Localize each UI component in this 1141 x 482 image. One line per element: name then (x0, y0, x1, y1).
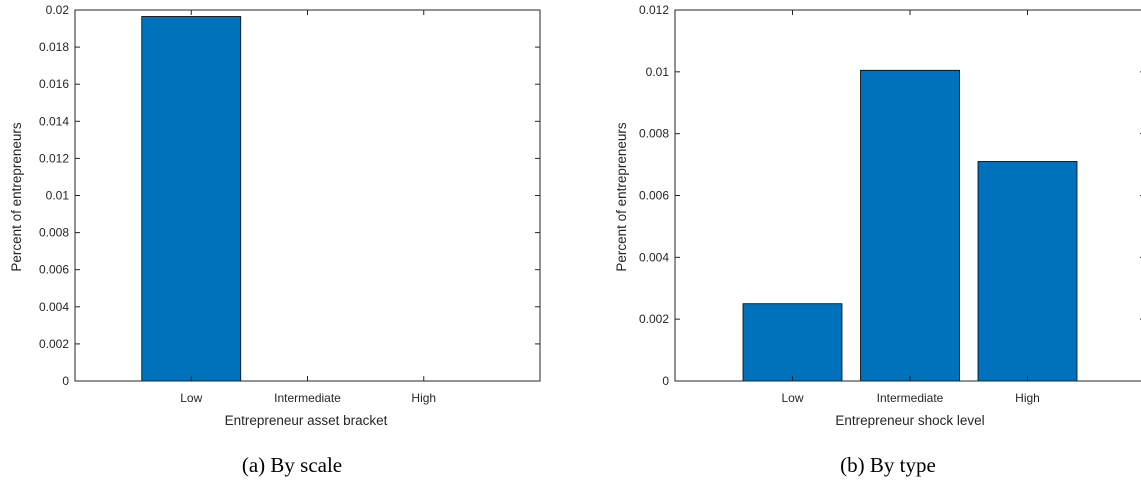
x-tick-label: Intermediate (274, 391, 341, 405)
bar-intermediate (860, 69, 960, 382)
y-tick-label: 0.006 (39, 263, 69, 277)
x-axis-label: Entrepreneur shock level (835, 413, 984, 428)
y-axis-label: Percent of entrepreneurs (9, 122, 24, 272)
y-tick-label: 0.02 (46, 3, 70, 17)
bar-low (742, 303, 843, 382)
y-tick-label: 0.002 (39, 337, 69, 351)
chart-panel-a: Percent of entrepreneurs Entrepreneur as… (9, 3, 541, 477)
y-tick-label: 0.016 (39, 77, 69, 91)
x-tick-label: High (1015, 391, 1040, 405)
y-axis-label: Percent of entrepreneurs (614, 122, 629, 272)
y-tick-label: 0 (62, 374, 69, 388)
chart-panel-b: Percent of entrepreneurs Entrepreneur sh… (614, 3, 1141, 477)
y-tick-label: 0.004 (639, 250, 669, 264)
y-tick-label: 0 (662, 374, 669, 388)
x-tick-label: Low (781, 391, 803, 405)
y-tick-label: 0.012 (39, 151, 69, 165)
x-tick-label: High (411, 391, 436, 405)
y-tick-label: 0.01 (646, 65, 670, 79)
y-tick-label: 0.008 (639, 127, 669, 141)
y-tick-label: 0.018 (39, 40, 69, 54)
y-tick-label: 0.014 (39, 114, 69, 128)
y-tick-label: 0.004 (39, 300, 69, 314)
bar-low (141, 16, 242, 382)
x-axis-label: Entrepreneur asset bracket (225, 413, 388, 428)
chart-caption: (b) By type (840, 453, 936, 477)
x-tick-label: Low (180, 391, 202, 405)
y-tick-label: 0.012 (639, 3, 669, 17)
chart-caption: (a) By scale (242, 453, 342, 477)
bar-high (977, 161, 1078, 382)
y-tick-label: 0.006 (639, 189, 669, 203)
y-tick-label: 0.01 (46, 189, 70, 203)
y-tick-label: 0.008 (39, 226, 69, 240)
y-tick-label: 0.002 (639, 312, 669, 326)
x-tick-label: Intermediate (877, 391, 944, 405)
